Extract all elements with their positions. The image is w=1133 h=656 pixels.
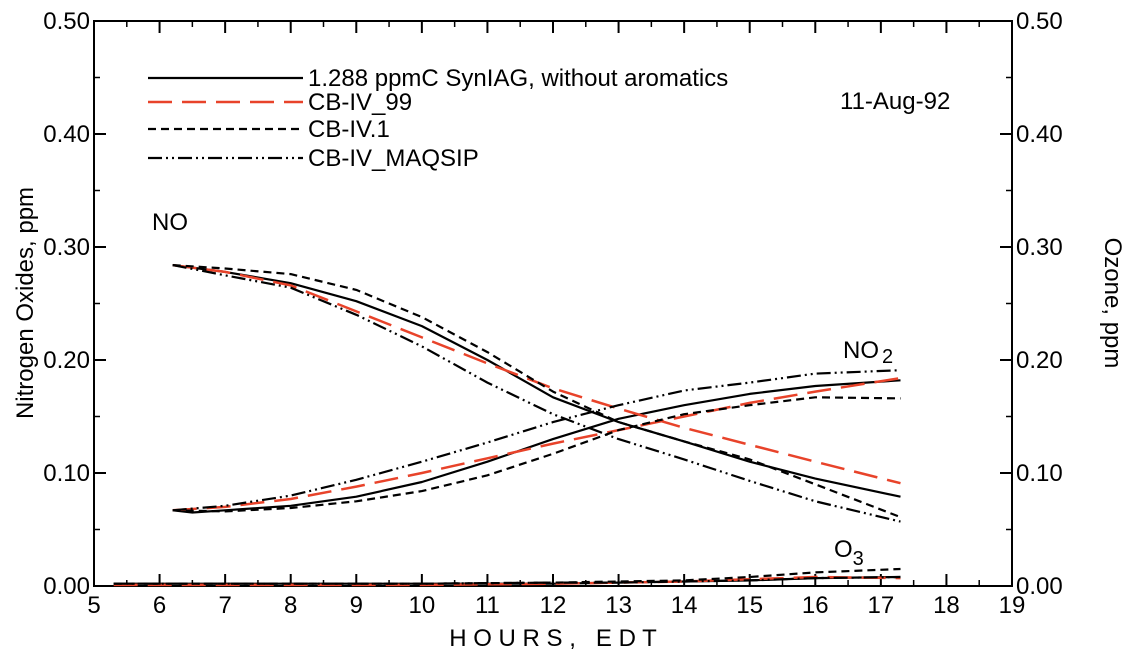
legend: 1.288 ppmC SynIAG, without aromaticsCB-I…: [148, 65, 728, 172]
series-line-4-no: [172, 264, 901, 523]
y-tick-label-left: 0.40: [43, 121, 90, 148]
legend-label-1: 1.288 ppmC SynIAG, without aromatics: [308, 65, 728, 92]
series-line-2-no: [172, 263, 901, 485]
x-tick-label: 16: [802, 592, 829, 619]
y-tick-label-right: 0.20: [1016, 347, 1063, 374]
y-tick-label-right: 0.40: [1016, 121, 1063, 148]
y-tick-label-left: 0.20: [43, 347, 90, 374]
x-tick-label: 8: [284, 592, 297, 619]
x-tick-label: 7: [218, 592, 231, 619]
x-tick-label: 14: [671, 592, 698, 619]
series-line-3-o3: [113, 567, 901, 585]
series-line-2-no2: [172, 376, 901, 512]
series-line-1-no2: [172, 379, 901, 514]
annotation-o3-sub: 3: [853, 548, 864, 570]
annotation-no2-sub: 2: [882, 346, 893, 368]
x-tick-label: 10: [409, 592, 436, 619]
series-line-4-no2: [172, 369, 901, 512]
series-lines: [113, 263, 901, 587]
series-line-4-o3: [113, 575, 901, 585]
legend-label-2: CB-IV_99: [308, 89, 412, 116]
annotation-no2: NO 2: [843, 337, 893, 368]
series-line-2-o3: [113, 575, 901, 587]
x-tick-label: 6: [153, 592, 166, 619]
annotation-no: NO: [152, 209, 188, 236]
y-axis-title-left: Nitrogen Oxides, ppm: [12, 187, 39, 419]
y-axis-title-right: Ozone, ppm: [1099, 238, 1126, 369]
x-tick-label: 5: [87, 592, 100, 619]
annotation-o3-main: O: [834, 536, 853, 563]
x-tick-label: 12: [540, 592, 567, 619]
y-tick-label-right: 0.50: [1016, 8, 1063, 35]
x-tick-label: 15: [736, 592, 763, 619]
annotation-no2-main: NO: [843, 337, 879, 364]
x-tick-label: 11: [475, 592, 500, 619]
x-tick-label: 17: [868, 592, 895, 619]
date-label: 11-Aug-92: [840, 88, 950, 115]
x-tick-label: 18: [933, 592, 960, 619]
y-tick-label-right: 0.00: [1016, 573, 1063, 600]
y-tick-label-left: 0.30: [43, 234, 90, 261]
series-line-3-no2: [172, 396, 901, 513]
y-tick-label-right: 0.10: [1016, 460, 1063, 487]
x-axis-title: H O U R S , E D T: [449, 625, 657, 652]
y-tick-label-left: 0.00: [43, 573, 90, 600]
y-tick-label-left: 0.10: [43, 460, 90, 487]
x-tick-label: 13: [605, 592, 632, 619]
y-tick-label-left: 0.50: [43, 8, 90, 35]
x-tick-label: 19: [999, 592, 1026, 619]
legend-label-3: CB-IV.1: [308, 116, 390, 143]
x-tick-label: 9: [350, 592, 363, 619]
y-tick-label-right: 0.30: [1016, 234, 1063, 261]
tick-marks: [93, 20, 1013, 587]
tick-labels: 5 6 7 8 9 10 11 12 13 14 15 16 17 18 190.00 0.000.10 0.1…: [43, 8, 1062, 619]
legend-label-4: CB-IV_MAQSIP: [308, 145, 479, 172]
series-line-3-no: [172, 264, 901, 519]
annotation-o3: O3: [834, 536, 864, 570]
